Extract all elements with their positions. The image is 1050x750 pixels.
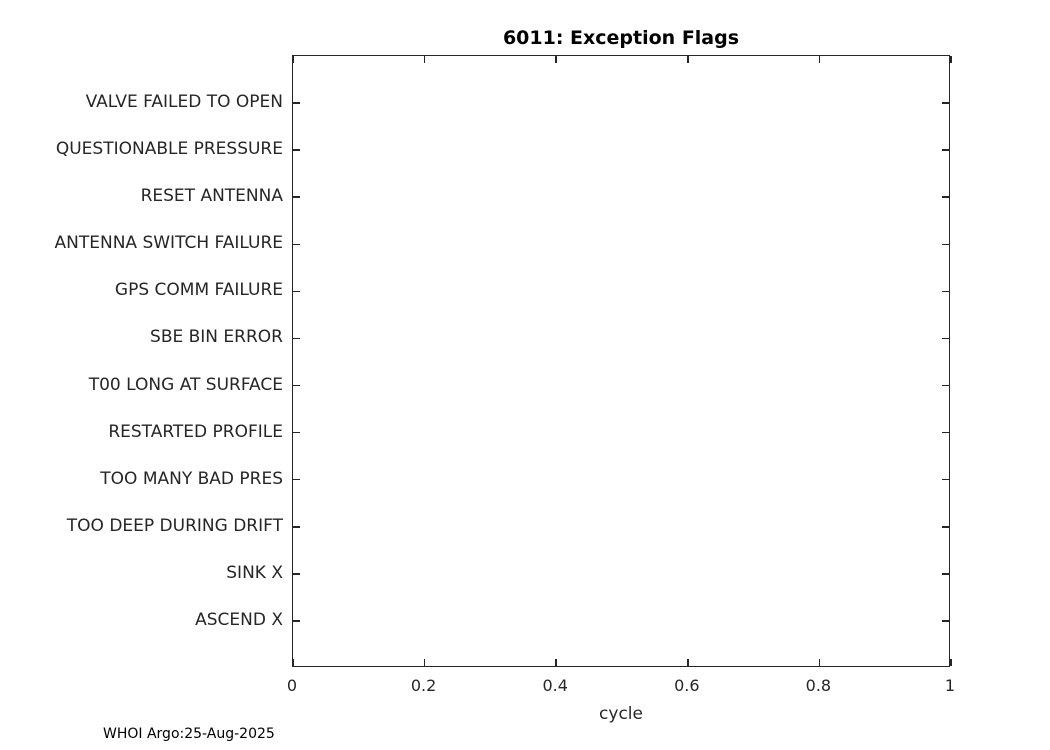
x-tick-mark	[423, 659, 426, 666]
y-tick-label: ANTENNA SWITCH FAILURE	[54, 233, 283, 254]
x-tick-label: 1	[944, 676, 956, 695]
x-axis-label: cycle	[599, 704, 643, 724]
y-tick-mark	[293, 243, 300, 246]
y-tick-mark	[942, 384, 949, 387]
y-tick-mark	[942, 149, 949, 151]
x-tick-mark	[818, 56, 821, 63]
x-tick-label: 0.6	[674, 676, 700, 695]
y-tick-label: ASCEND X	[195, 609, 283, 630]
y-tick-mark	[942, 431, 949, 434]
x-tick-mark	[687, 56, 689, 63]
y-tick-mark	[942, 526, 949, 528]
y-tick-mark	[293, 478, 300, 481]
y-tick-mark	[293, 337, 300, 340]
x-tick-mark	[950, 56, 952, 63]
x-tick-label: 0.8	[805, 676, 832, 695]
y-tick-mark	[293, 149, 300, 151]
x-tick-mark	[555, 56, 557, 63]
x-tick-label: 0.4	[542, 676, 568, 695]
plot-area	[292, 55, 952, 667]
y-tick-label: VALVE FAILED TO OPEN	[85, 92, 283, 113]
y-tick-mark	[942, 337, 949, 340]
y-tick-mark	[293, 102, 300, 104]
y-tick-mark	[942, 290, 949, 293]
y-tick-label: TOO MANY BAD PRES	[100, 468, 283, 489]
y-tick-label: SBE BIN ERROR	[150, 327, 283, 348]
y-tick-label: TOO DEEP DURING DRIFT	[66, 515, 283, 536]
x-tick-mark	[292, 56, 294, 63]
y-tick-mark	[293, 196, 300, 198]
y-tick-label: SINK X	[226, 562, 283, 583]
y-tick-mark	[293, 620, 300, 622]
y-tick-label: RESTARTED PROFILE	[108, 421, 283, 442]
x-tick-mark	[423, 56, 426, 63]
y-tick-mark	[293, 526, 300, 528]
y-tick-label: GPS COMM FAILURE	[114, 280, 283, 301]
y-tick-mark	[293, 290, 300, 293]
y-tick-mark	[293, 431, 300, 434]
x-tick-mark	[292, 659, 294, 666]
y-tick-mark	[942, 196, 949, 198]
y-tick-mark	[942, 478, 949, 481]
y-tick-label: QUESTIONABLE PRESSURE	[55, 139, 283, 160]
x-tick-mark	[687, 659, 689, 666]
y-tick-label: RESET ANTENNA	[140, 186, 283, 207]
footer-text: WHOI Argo:25-Aug-2025	[103, 726, 275, 742]
y-tick-mark	[942, 102, 949, 104]
y-tick-mark	[942, 620, 949, 622]
x-tick-label: 0	[286, 676, 298, 695]
x-tick-label: 0.2	[410, 676, 437, 695]
y-tick-mark	[293, 573, 300, 575]
y-tick-mark	[293, 384, 300, 387]
y-tick-mark	[942, 573, 949, 575]
x-tick-mark	[950, 659, 952, 666]
chart-title: 6011: Exception Flags	[502, 27, 740, 49]
y-tick-label: T00 LONG AT SURFACE	[88, 374, 283, 395]
y-tick-mark	[942, 243, 949, 246]
x-tick-mark	[555, 659, 557, 666]
x-tick-mark	[818, 659, 821, 666]
